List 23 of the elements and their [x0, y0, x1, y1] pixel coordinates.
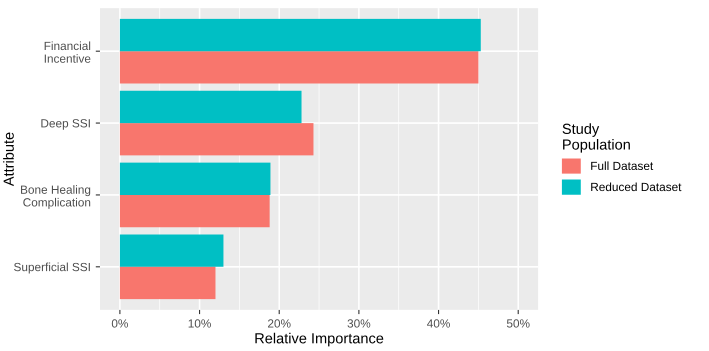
bar: [120, 162, 270, 195]
y-tick-label: Superficial SSI: [14, 262, 90, 274]
x-tick-label: 0%: [112, 319, 128, 328]
y-tick-label: Financial Incentive: [44, 41, 90, 63]
bar: [120, 234, 224, 267]
x-axis-title: Relative Importance: [255, 332, 384, 346]
bar: [120, 194, 270, 228]
legend-title: Study Population: [562, 123, 630, 153]
x-tick-label: 40%: [427, 319, 450, 328]
y-tick-label: Bone Healing Complication: [21, 185, 90, 209]
x-tick-label: 30%: [348, 319, 370, 328]
legend-label: Reduced Dataset: [591, 182, 682, 192]
x-tick-label: 50%: [506, 319, 530, 328]
bar: [120, 123, 314, 156]
y-tick-label: Deep SSI: [41, 119, 90, 130]
y-axis-title: Attribute: [3, 132, 14, 186]
legend-label: Full Dataset: [591, 161, 654, 170]
bar: [120, 266, 216, 300]
bar: [120, 51, 478, 84]
bar: [120, 90, 302, 124]
x-tick-label: 20%: [268, 319, 291, 328]
bar: [120, 18, 481, 52]
x-tick-label: 10%: [188, 319, 211, 328]
